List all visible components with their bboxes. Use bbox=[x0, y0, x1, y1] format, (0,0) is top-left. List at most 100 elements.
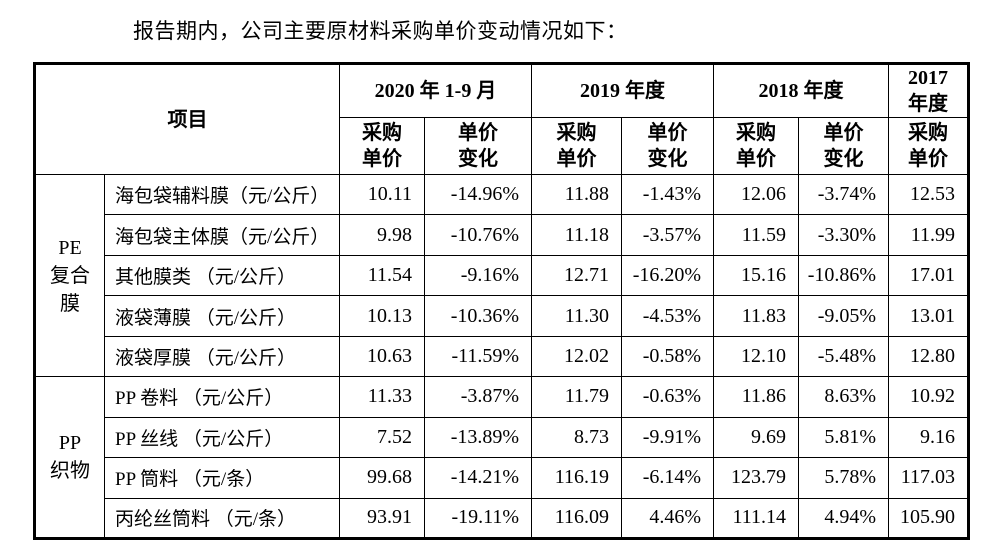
row-label: PP 丝线 （元/公斤） bbox=[104, 416, 340, 459]
value-cell: -0.58% bbox=[621, 335, 715, 378]
value-cell: 11.33 bbox=[339, 376, 425, 418]
table-header: 项目 2020 年 1-9 月 2019 年度 2018 年度 2017 年度 … bbox=[34, 63, 970, 175]
table-body: PE 复合 膜 海包袋辅料膜（元/公斤） 10.11 -14.96% 11.88… bbox=[34, 173, 970, 539]
value-cell: -5.48% bbox=[798, 335, 890, 378]
value-cell: 11.30 bbox=[531, 295, 623, 337]
value-cell: -11.59% bbox=[423, 335, 533, 378]
value-cell: -9.05% bbox=[798, 295, 890, 337]
value-cell: -9.16% bbox=[423, 254, 533, 297]
value-cell: 123.79 bbox=[713, 457, 800, 499]
value-cell: 17.01 bbox=[888, 254, 970, 297]
value-cell: 10.13 bbox=[339, 295, 425, 337]
row-label: 液袋薄膜 （元/公斤） bbox=[104, 295, 340, 337]
header-period-2019: 2019 年度 bbox=[531, 63, 715, 118]
value-cell: 5.78% bbox=[798, 457, 890, 499]
header-2018-price-change: 单价 变化 bbox=[798, 117, 890, 175]
value-cell: 9.69 bbox=[713, 416, 800, 459]
value-cell: -16.20% bbox=[621, 254, 715, 297]
value-cell: -14.21% bbox=[423, 457, 533, 499]
value-cell: 11.88 bbox=[531, 173, 623, 216]
value-cell: -14.96% bbox=[423, 173, 533, 216]
header-2020-price-change: 单价 变化 bbox=[423, 117, 533, 175]
value-cell: 11.18 bbox=[531, 214, 623, 256]
value-cell: 13.01 bbox=[888, 295, 970, 337]
value-cell: 11.54 bbox=[339, 254, 425, 297]
table-row: 丙纶丝筒料 （元/条） 93.91 -19.11% 116.09 4.46% 1… bbox=[35, 497, 970, 539]
value-cell: -13.89% bbox=[423, 416, 533, 459]
row-label: PP 卷料 （元/公斤） bbox=[104, 376, 340, 418]
value-cell: 116.09 bbox=[531, 497, 623, 539]
value-cell: 9.16 bbox=[888, 416, 970, 459]
value-cell: -6.14% bbox=[621, 457, 715, 499]
value-cell: 9.98 bbox=[339, 214, 425, 256]
value-cell: -9.91% bbox=[621, 416, 715, 459]
value-cell: 12.02 bbox=[531, 335, 623, 378]
value-cell: 7.52 bbox=[339, 416, 425, 459]
value-cell: 12.71 bbox=[531, 254, 623, 297]
header-2019-price-change: 单价 变化 bbox=[621, 117, 715, 175]
value-cell: -3.74% bbox=[798, 173, 890, 216]
value-cell: 4.94% bbox=[798, 497, 890, 539]
header-row-periods: 项目 2020 年 1-9 月 2019 年度 2018 年度 2017 年度 bbox=[34, 63, 970, 175]
table-row: 海包袋主体膜（元/公斤） 9.98 -10.76% 11.18 -3.57% 1… bbox=[35, 214, 970, 256]
value-cell: 12.53 bbox=[888, 173, 970, 216]
value-cell: -1.43% bbox=[621, 173, 715, 216]
header-2018-purchase-price: 采购 单价 bbox=[713, 117, 800, 175]
value-cell: 11.83 bbox=[713, 295, 800, 337]
value-cell: -3.87% bbox=[423, 376, 533, 418]
value-cell: 11.86 bbox=[713, 376, 800, 418]
value-cell: 10.92 bbox=[888, 376, 970, 418]
header-2020-purchase-price: 采购 单价 bbox=[339, 117, 425, 175]
row-label: 海包袋辅料膜（元/公斤） bbox=[104, 173, 340, 216]
row-label: 丙纶丝筒料 （元/条） bbox=[104, 497, 340, 539]
row-label: 其他膜类 （元/公斤） bbox=[104, 254, 340, 297]
table-row: PP 筒料 （元/条） 99.68 -14.21% 116.19 -6.14% … bbox=[35, 457, 970, 499]
value-cell: -3.30% bbox=[798, 214, 890, 256]
value-cell: -10.36% bbox=[423, 295, 533, 337]
value-cell: 4.46% bbox=[621, 497, 715, 539]
value-cell: 12.80 bbox=[888, 335, 970, 378]
value-cell: 11.99 bbox=[888, 214, 970, 256]
value-cell: 10.63 bbox=[339, 335, 425, 378]
value-cell: 116.19 bbox=[531, 457, 623, 499]
value-cell: -0.63% bbox=[621, 376, 715, 418]
row-label: PP 筒料 （元/条） bbox=[104, 457, 340, 499]
value-cell: -10.86% bbox=[798, 254, 890, 297]
doc-title: 报告期内，公司主要原材料采购单价变动情况如下： bbox=[133, 19, 628, 43]
value-cell: 99.68 bbox=[339, 457, 425, 499]
header-item: 项目 bbox=[34, 63, 340, 175]
value-cell: -3.57% bbox=[621, 214, 715, 256]
value-cell: 11.79 bbox=[531, 376, 623, 418]
value-cell: -10.76% bbox=[423, 214, 533, 256]
value-cell: 105.90 bbox=[888, 497, 970, 539]
value-cell: -4.53% bbox=[621, 295, 715, 337]
value-cell: 11.59 bbox=[713, 214, 800, 256]
table-row: 液袋薄膜 （元/公斤） 10.13 -10.36% 11.30 -4.53% 1… bbox=[35, 295, 970, 337]
row-label: 液袋厚膜 （元/公斤） bbox=[104, 335, 340, 378]
header-period-2018: 2018 年度 bbox=[713, 63, 890, 118]
value-cell: 93.91 bbox=[339, 497, 425, 539]
table-row: PP 丝线 （元/公斤） 7.52 -13.89% 8.73 -9.91% 9.… bbox=[35, 416, 970, 459]
value-cell: 5.81% bbox=[798, 416, 890, 459]
table-row: PP 织物 PP 卷料 （元/公斤） 11.33 -3.87% 11.79 -0… bbox=[34, 376, 970, 539]
header-2017-purchase-price: 采购 单价 bbox=[888, 117, 970, 175]
header-2019-purchase-price: 采购 单价 bbox=[531, 117, 623, 175]
value-cell: 117.03 bbox=[888, 457, 970, 499]
table-row: PE 复合 膜 海包袋辅料膜（元/公斤） 10.11 -14.96% 11.88… bbox=[34, 173, 970, 378]
raw-material-price-table: 项目 2020 年 1-9 月 2019 年度 2018 年度 2017 年度 … bbox=[33, 62, 971, 540]
table-row: 其他膜类 （元/公斤） 11.54 -9.16% 12.71 -16.20% 1… bbox=[35, 254, 970, 297]
header-row-subcolumns: 采购 单价 单价 变化 采购 单价 单价 变化 采购 单价 单价 变化 采购 单… bbox=[35, 117, 970, 175]
value-cell: 12.10 bbox=[713, 335, 800, 378]
value-cell: 10.11 bbox=[339, 173, 425, 216]
group-cell-pp-fabric: PP 织物 bbox=[34, 376, 105, 539]
value-cell: 12.06 bbox=[713, 173, 800, 216]
value-cell: 15.16 bbox=[713, 254, 800, 297]
header-period-2020: 2020 年 1-9 月 bbox=[338, 63, 533, 118]
group-cell-pe-film: PE 复合 膜 bbox=[34, 173, 105, 378]
value-cell: 8.73 bbox=[531, 416, 623, 459]
header-period-2017: 2017 年度 bbox=[888, 63, 970, 118]
value-cell: -19.11% bbox=[423, 497, 533, 539]
table-row: 液袋厚膜 （元/公斤） 10.63 -11.59% 12.02 -0.58% 1… bbox=[35, 335, 970, 378]
value-cell: 111.14 bbox=[713, 497, 800, 539]
